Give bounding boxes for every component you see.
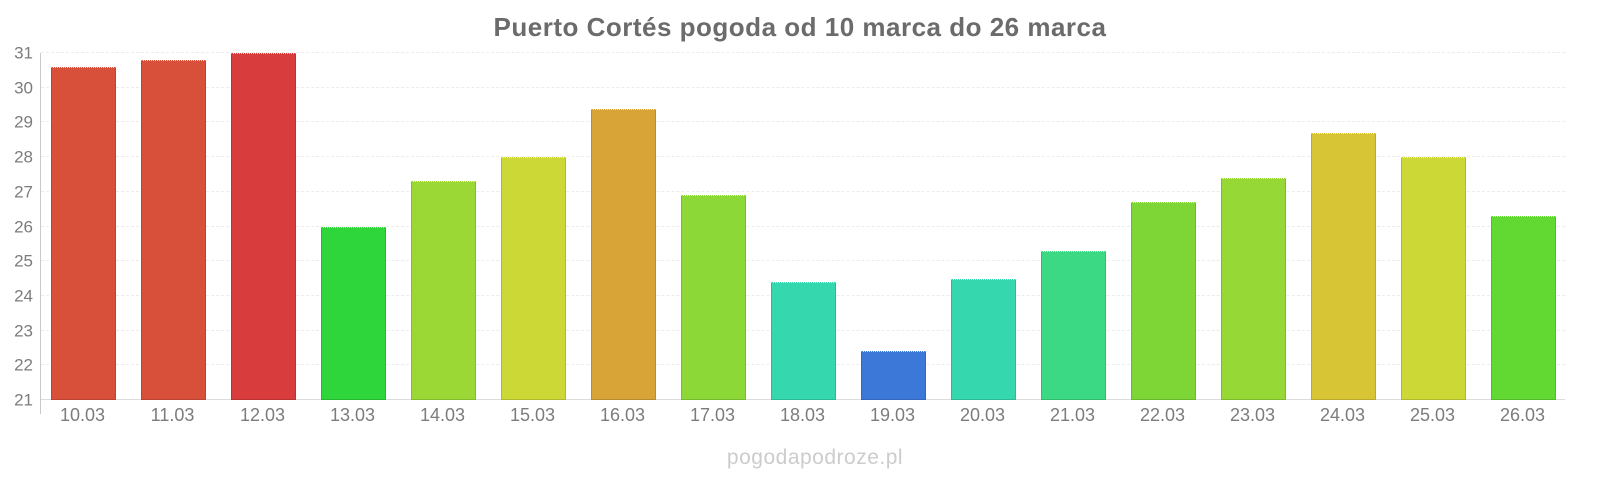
x-axis-label-21.03: 21.03	[1049, 405, 1096, 425]
y-axis-label-23: 23	[14, 321, 33, 341]
bar-26.03	[1491, 216, 1556, 400]
x-axis-label-19.03: 19.03	[869, 405, 916, 425]
x-axis-labels: 10.03 11.03 12.03 13.03 14.03 15.03 16.03 17.03…	[40, 405, 1565, 435]
x-axis-label-26.03: 26.03	[1499, 405, 1546, 425]
bar-16.03	[591, 108, 656, 400]
gridline-27	[41, 190, 1565, 192]
x-axis-label-13.03: 13.03	[329, 405, 376, 425]
chart-title: Puerto Cortés pogoda od 10 marca do 26 m…	[493, 12, 1107, 42]
bar-15.03	[501, 157, 566, 400]
y-axis-label-30: 30	[14, 78, 33, 98]
gridline-25	[41, 260, 1565, 262]
x-axis-label-23.03: 23.03	[1229, 405, 1276, 425]
y-axis-label-25: 25	[14, 251, 33, 271]
y-axis-label-31: 31	[14, 43, 33, 63]
gridline-31	[41, 52, 1565, 53]
x-axis-label-22.03: 22.03	[1139, 405, 1186, 425]
gridline-28	[41, 156, 1565, 158]
y-axis-label-26: 26	[14, 217, 33, 236]
y-axis-label-22: 22	[14, 355, 33, 375]
plot-area	[40, 52, 1565, 414]
y-axis-label-24: 24	[14, 286, 33, 306]
gridline-29	[41, 121, 1565, 123]
gridline-26	[41, 225, 1565, 227]
x-axis-label-10.03: 10.03	[59, 405, 106, 425]
watermark: pogodapodroze.pl	[726, 446, 904, 469]
bar-19.03	[861, 351, 926, 400]
x-axis-label-17.03: 17.03	[689, 405, 736, 425]
bar-22.03	[1131, 202, 1196, 400]
x-axis-label-11.03: 11.03	[150, 405, 195, 425]
y-axis-line-tick	[40, 400, 41, 414]
x-axis-label-15.03: 15.03	[509, 405, 556, 425]
x-axis-label-12.03: 12.03	[239, 405, 286, 425]
bar-23.03	[1221, 177, 1286, 400]
x-axis-label-20.03: 20.03	[959, 405, 1006, 425]
bar-18.03	[771, 282, 836, 400]
bar-24.03	[1311, 132, 1376, 400]
x-axis-label-18.03: 18.03	[779, 405, 826, 425]
bar-17.03	[681, 195, 746, 400]
y-axis-labels: 21 22 23 24 25 26 27 28 29 30 31	[0, 45, 33, 409]
bar-14.03	[411, 181, 476, 400]
bar-11.03	[141, 59, 206, 400]
bar-10.03	[51, 66, 116, 400]
bar-21.03	[1041, 250, 1106, 400]
x-axis-label-24.03: 24.03	[1319, 405, 1366, 425]
y-axis-label-27: 27	[14, 182, 33, 202]
gridline-30	[41, 86, 1565, 88]
x-axis-label-14.03: 14.03	[419, 405, 466, 425]
x-axis-label-16.03: 16.03	[599, 405, 646, 425]
y-axis-label-21: 21	[14, 390, 33, 410]
y-axis-label-29: 29	[14, 112, 33, 132]
bar-12.03	[231, 53, 296, 400]
y-axis-label-28: 28	[14, 147, 33, 167]
bar-20.03	[951, 278, 1016, 400]
bar-13.03	[321, 226, 386, 400]
x-axis-label-25.03: 25.03	[1409, 405, 1456, 425]
bar-25.03	[1401, 157, 1466, 400]
